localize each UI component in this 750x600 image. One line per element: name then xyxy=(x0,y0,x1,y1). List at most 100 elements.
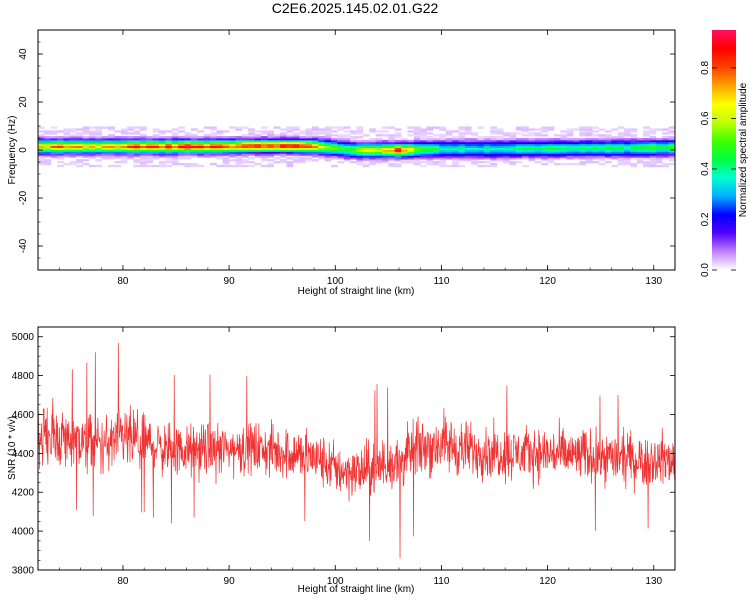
heatmap-cell xyxy=(50,132,58,135)
heatmap-cell xyxy=(101,147,109,150)
heatmap-cell xyxy=(483,153,491,156)
heatmap-cell xyxy=(114,164,122,168)
heatmap-cell xyxy=(432,141,440,145)
colorbar-tick-label: 0.4 xyxy=(700,162,711,176)
heatmap-cell xyxy=(624,155,631,158)
heatmap-cell xyxy=(337,147,345,150)
heatmap-cell xyxy=(248,161,255,164)
heatmap-cell xyxy=(579,151,587,154)
heatmap-cell xyxy=(248,141,255,145)
heatmap-cell xyxy=(229,159,236,162)
heatmap-cell xyxy=(655,151,663,154)
heatmap-cell xyxy=(292,151,300,154)
heatmap-cell xyxy=(477,153,485,156)
heatmap-cell xyxy=(534,143,542,147)
heatmap-cell xyxy=(190,151,198,154)
heatmap-cell xyxy=(235,151,243,154)
heatmap-cell xyxy=(324,157,332,160)
heatmap-cell xyxy=(426,138,434,141)
heatmap-cell xyxy=(369,128,377,131)
heatmap-cell xyxy=(63,136,71,139)
heatmap-cell xyxy=(471,141,478,145)
heatmap-cell xyxy=(260,136,268,139)
heatmap-cell xyxy=(407,145,415,148)
heatmap-cell xyxy=(133,145,141,148)
heatmap-cell xyxy=(662,145,670,148)
heatmap-cell xyxy=(604,145,612,148)
heatmap-cell xyxy=(343,153,351,156)
heatmap-cell xyxy=(190,153,198,156)
heatmap-cell xyxy=(528,134,536,137)
heatmap-cell xyxy=(573,153,580,156)
heatmap-cell xyxy=(439,159,447,162)
heatmap-cell xyxy=(617,153,625,156)
heatmap-cell xyxy=(139,134,147,137)
heatmap-cell xyxy=(165,130,173,133)
heatmap-cell xyxy=(165,161,173,164)
heatmap-cell xyxy=(439,141,447,145)
heatmap-cell xyxy=(420,161,427,164)
heatmap-cell xyxy=(108,155,115,158)
heatmap-cell xyxy=(592,145,599,148)
heatmap-cell xyxy=(299,130,306,133)
heatmap-cell xyxy=(254,162,262,166)
heatmap-cell xyxy=(585,141,593,145)
heatmap-cell xyxy=(44,136,52,139)
heatmap-cell xyxy=(222,151,230,154)
heatmap-cell xyxy=(209,128,217,131)
heatmap-cell xyxy=(649,149,657,152)
heatmap-cell xyxy=(515,161,523,164)
heatmap-cell xyxy=(407,157,415,160)
heatmap-cell xyxy=(203,147,211,150)
heatmap-cell xyxy=(216,145,224,148)
heatmap-cell xyxy=(566,151,574,154)
heatmap-cell xyxy=(120,153,128,156)
heatmap-cell xyxy=(534,132,542,135)
heatmap-cell xyxy=(133,132,141,135)
heatmap-cell xyxy=(655,128,663,131)
heatmap-cell xyxy=(445,141,453,145)
heatmap-cell xyxy=(585,126,593,129)
heatmap-cell xyxy=(108,164,115,168)
heatmap-cell xyxy=(305,147,313,150)
heatmap-cell xyxy=(553,149,561,152)
heatmap-cell xyxy=(553,139,561,143)
heatmap-cell xyxy=(63,143,71,147)
heatmap-cell xyxy=(617,147,625,150)
heatmap-cell xyxy=(375,155,383,158)
heatmap-cell xyxy=(356,136,364,139)
heatmap-cell xyxy=(585,130,593,133)
heatmap-cell xyxy=(286,153,294,156)
heatmap-cell xyxy=(82,153,90,156)
heatmap-cell xyxy=(649,136,657,139)
heatmap-cell xyxy=(165,159,173,162)
heatmap-cell xyxy=(95,134,103,137)
heatmap-cell xyxy=(394,153,402,156)
heatmap-cell xyxy=(649,141,657,145)
heatmap-cell xyxy=(655,153,663,156)
heatmap-cell xyxy=(452,153,459,156)
heatmap-cell xyxy=(592,126,599,129)
heatmap-cell xyxy=(611,143,619,147)
heatmap-cell xyxy=(534,141,542,145)
heatmap-cell xyxy=(381,130,389,133)
heatmap-cell xyxy=(343,151,351,154)
heatmap-cell xyxy=(668,159,676,162)
heatmap-cell xyxy=(509,138,517,141)
heatmap-cell xyxy=(445,147,453,150)
heatmap-cell xyxy=(503,132,510,135)
heatmap-cell xyxy=(375,147,383,150)
heatmap-cell xyxy=(362,157,370,160)
heatmap-cell xyxy=(248,164,255,168)
heatmap-cell xyxy=(171,162,179,166)
heatmap-cell xyxy=(331,145,338,148)
heatmap-cell xyxy=(509,145,517,148)
heatmap-cell xyxy=(101,149,109,152)
heatmap-cell xyxy=(439,153,447,156)
heatmap-cell xyxy=(280,155,287,158)
heatmap-cell xyxy=(139,126,147,129)
heatmap-cell xyxy=(407,141,415,145)
heatmap-cell xyxy=(108,145,115,148)
heatmap-cell xyxy=(229,141,236,145)
heatmap-cell xyxy=(82,128,90,131)
